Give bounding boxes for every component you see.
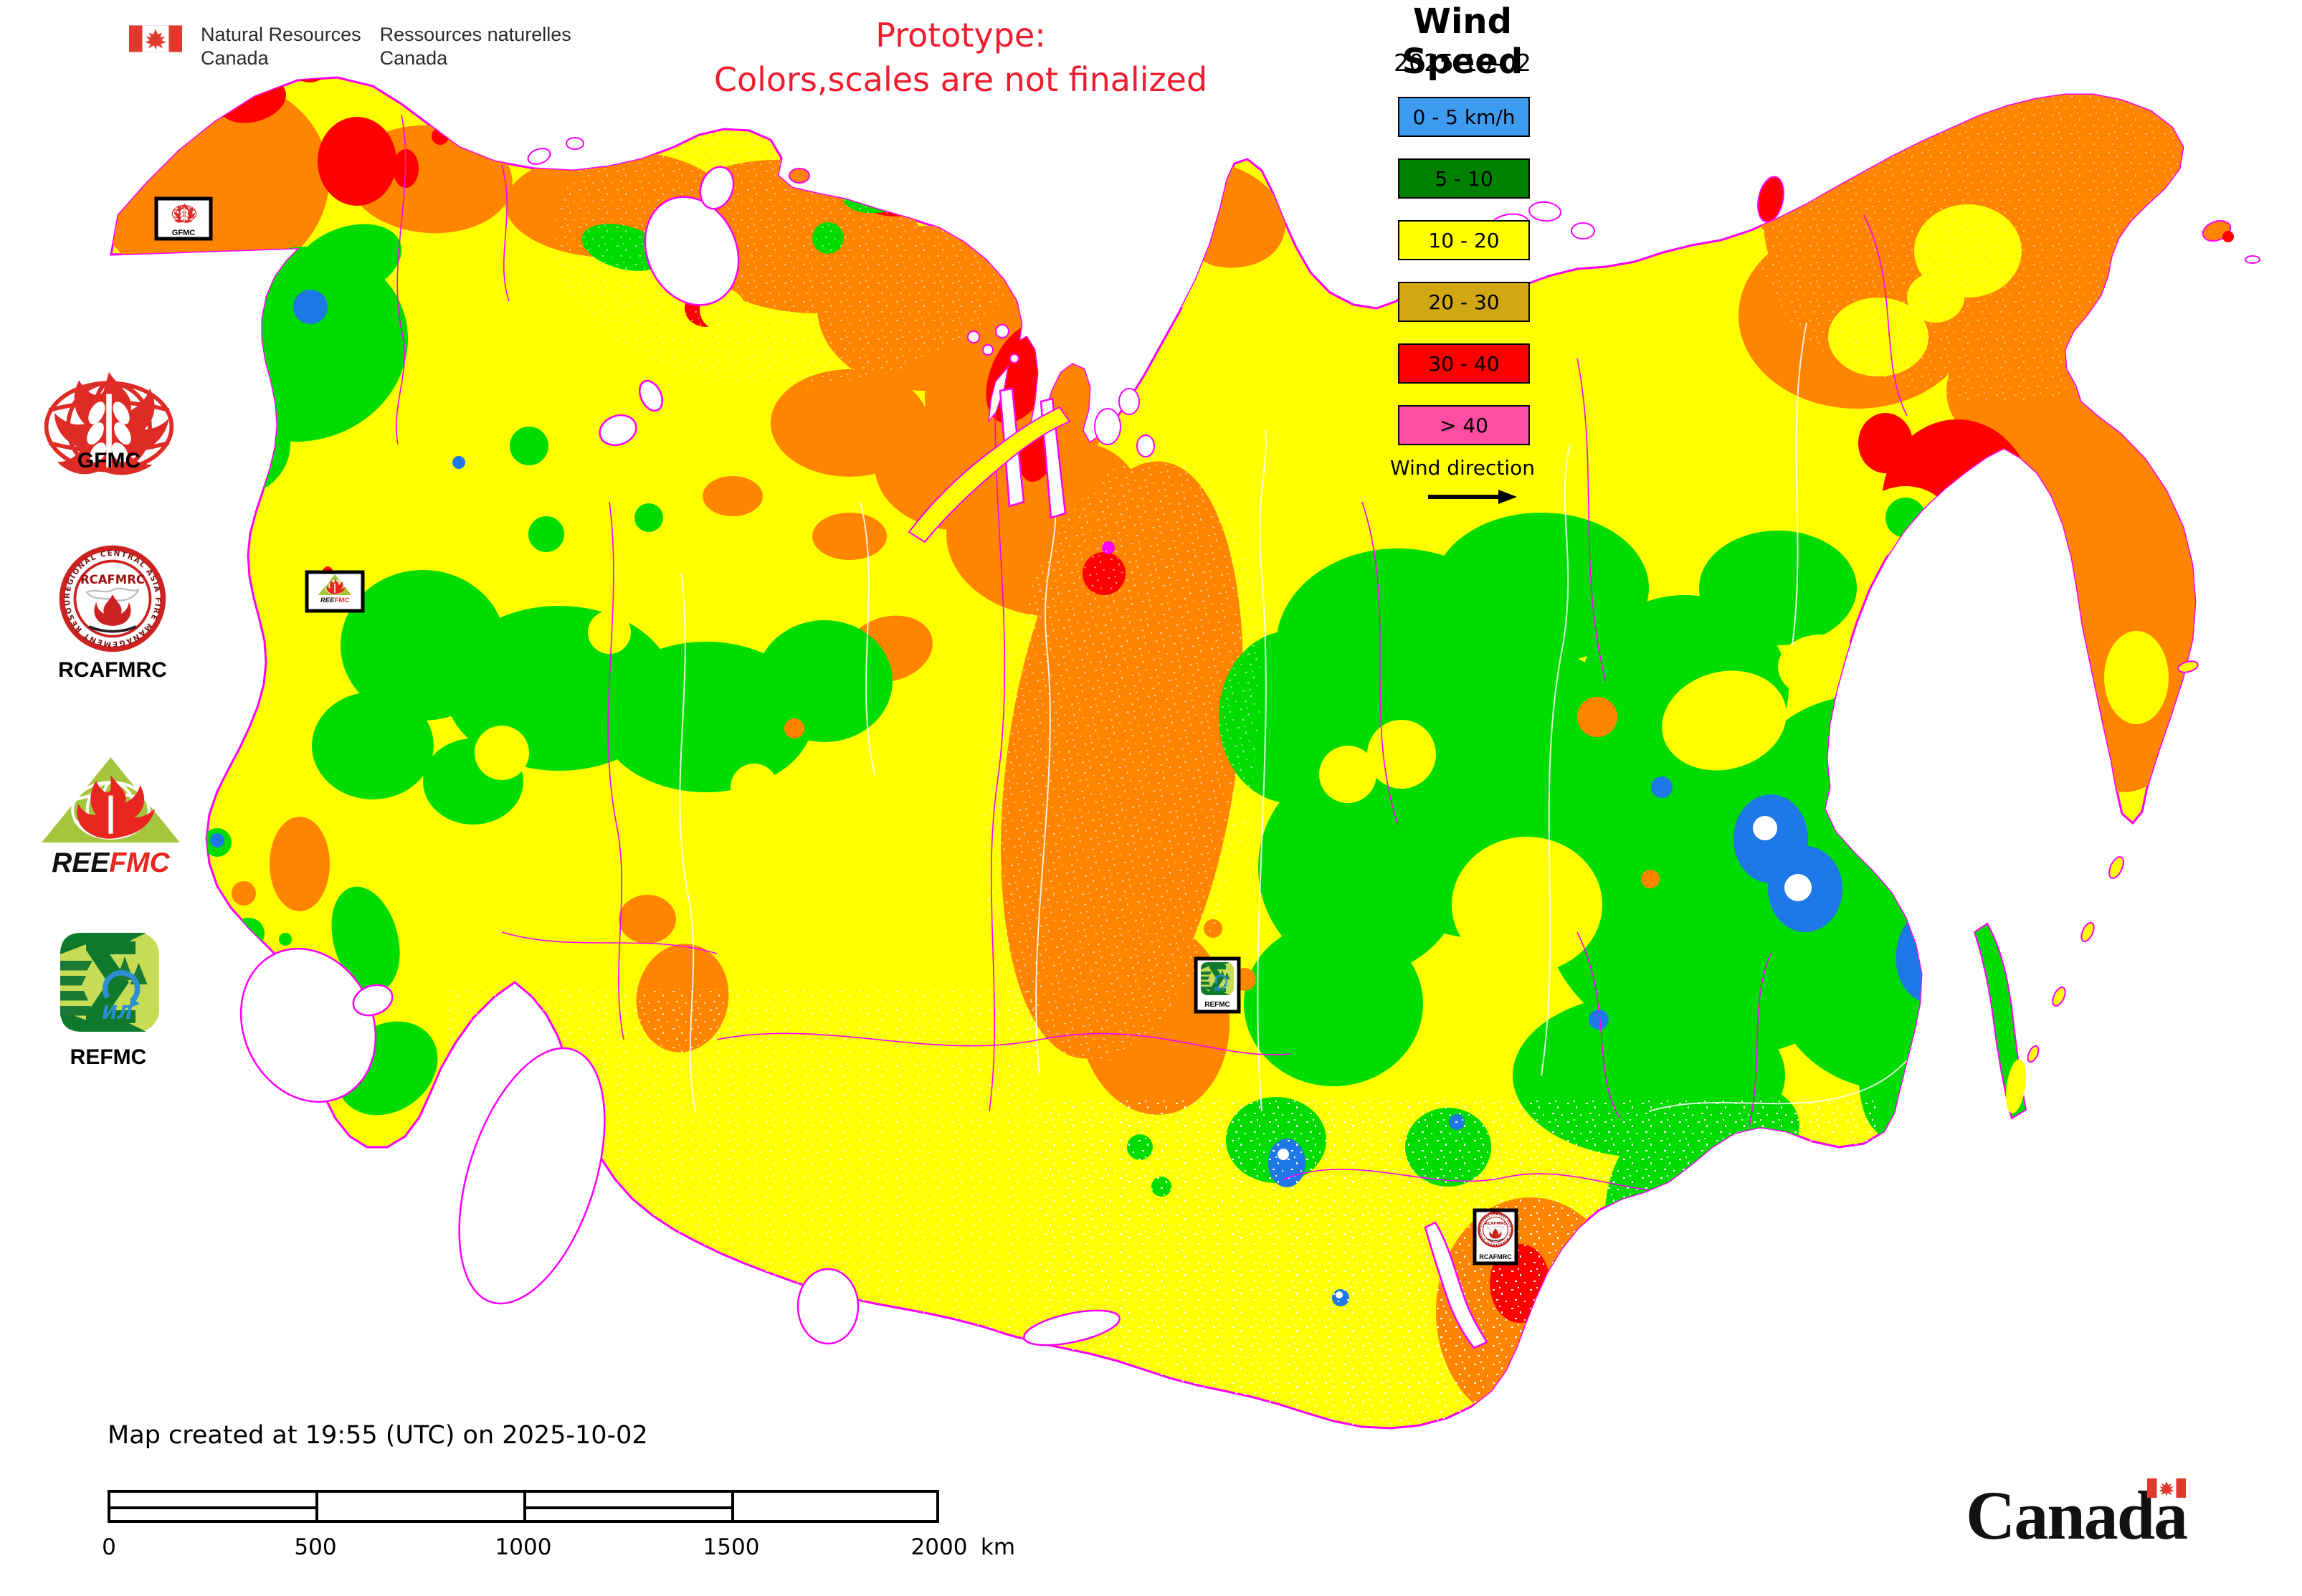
wind-direction-label: Wind direction — [1390, 456, 1535, 480]
marker-reefmc — [305, 570, 365, 613]
legend-item-0-5-label: 0 - 5 km/h — [1412, 105, 1516, 129]
nrcan-signature: Natural Resources Canada Ressources natu… — [129, 22, 571, 70]
scale-tick-1500: 1500 — [703, 1534, 760, 1560]
scale-midline-3 — [526, 1506, 731, 1509]
nrcan-french: Ressources naturelles Canada — [380, 23, 571, 70]
admin-boundaries — [396, 114, 1908, 1193]
scale-tick-0: 0 — [102, 1534, 116, 1560]
nrcan-fr-line1: Ressources naturelles — [379, 24, 571, 45]
nrcan-en-line2: Canada — [201, 47, 269, 69]
canada-flag-icon — [129, 24, 182, 53]
scale-tick-1000: 1000 — [495, 1534, 552, 1560]
scale-divider-1500 — [731, 1493, 734, 1520]
legend-date: 2025-10-02 — [1394, 49, 1531, 77]
reefmc-logo — [42, 757, 180, 878]
scale-tick-500: 500 — [294, 1534, 337, 1560]
nrcan-fr-line2: Canada — [379, 47, 448, 69]
legend-item-40plus-label: > 40 — [1440, 413, 1488, 437]
nrcan-en-line1: Natural Resources — [201, 24, 361, 45]
rcafmrc-logo — [55, 538, 163, 650]
nrcan-english: Natural Resources Canada — [201, 23, 361, 70]
legend-item-5-10: 5 - 10 — [1398, 158, 1530, 199]
legend-item-0-5: 0 - 5 km/h — [1398, 97, 1530, 137]
scale-tick-2000: 2000 — [910, 1534, 968, 1560]
wind-direction-arrow-icon — [1428, 490, 1517, 504]
rcafmrc-caption: RCAFMRC — [58, 658, 167, 682]
refmc-logo — [60, 933, 159, 1032]
prototype-disclaimer: Prototype: Colors,scales are not finaliz… — [631, 13, 1290, 102]
svg-text:RCAFMRC: RCAFMRC — [1479, 1253, 1512, 1260]
gfmc-caption: GFMC — [77, 449, 141, 472]
legend-item-10-20: 10 - 20 — [1398, 220, 1530, 260]
prototype-line2: Colors,scales are not finalized — [713, 60, 1208, 99]
svg-text:GFMC: GFMC — [172, 229, 195, 237]
legend-item-5-10-label: 5 - 10 — [1435, 166, 1493, 191]
canada-wordmark-flag-icon — [2147, 1478, 2186, 1498]
refmc-caption: REFMC — [70, 1045, 147, 1069]
legend-item-30-40: 30 - 40 — [1398, 343, 1530, 384]
legend-item-10-20-label: 10 - 20 — [1428, 228, 1500, 252]
prototype-line1: Prototype: — [875, 16, 1046, 54]
legend-item-30-40-label: 30 - 40 — [1428, 351, 1500, 376]
scale-divider-1000 — [523, 1493, 526, 1520]
logo-panel: GFMC RCAFMRC REFMC — [42, 372, 180, 1069]
map-created-text: Map created at 19:55 (UTC) on 2025-10-02 — [108, 1421, 648, 1450]
rivers — [679, 322, 1936, 1112]
svg-text:REFMC: REFMC — [1204, 1001, 1230, 1009]
marker-rcafmrc: RCAFMRC — [1473, 1208, 1518, 1265]
scale-divider-500 — [315, 1493, 318, 1520]
marker-gfmc: GFMC — [154, 196, 213, 241]
legend-item-40plus: > 40 — [1398, 405, 1530, 445]
legend-item-20-30: 20 - 30 — [1398, 282, 1530, 322]
legend-item-20-30-label: 20 - 30 — [1428, 290, 1500, 314]
islands — [527, 137, 2260, 1120]
scale-bar — [108, 1490, 939, 1523]
marker-refmc: REFMC — [1194, 956, 1241, 1014]
scale-unit: km — [980, 1534, 1016, 1560]
scale-midline-1 — [110, 1506, 315, 1509]
legend-title: Wind Speed — [1402, 1, 1523, 82]
